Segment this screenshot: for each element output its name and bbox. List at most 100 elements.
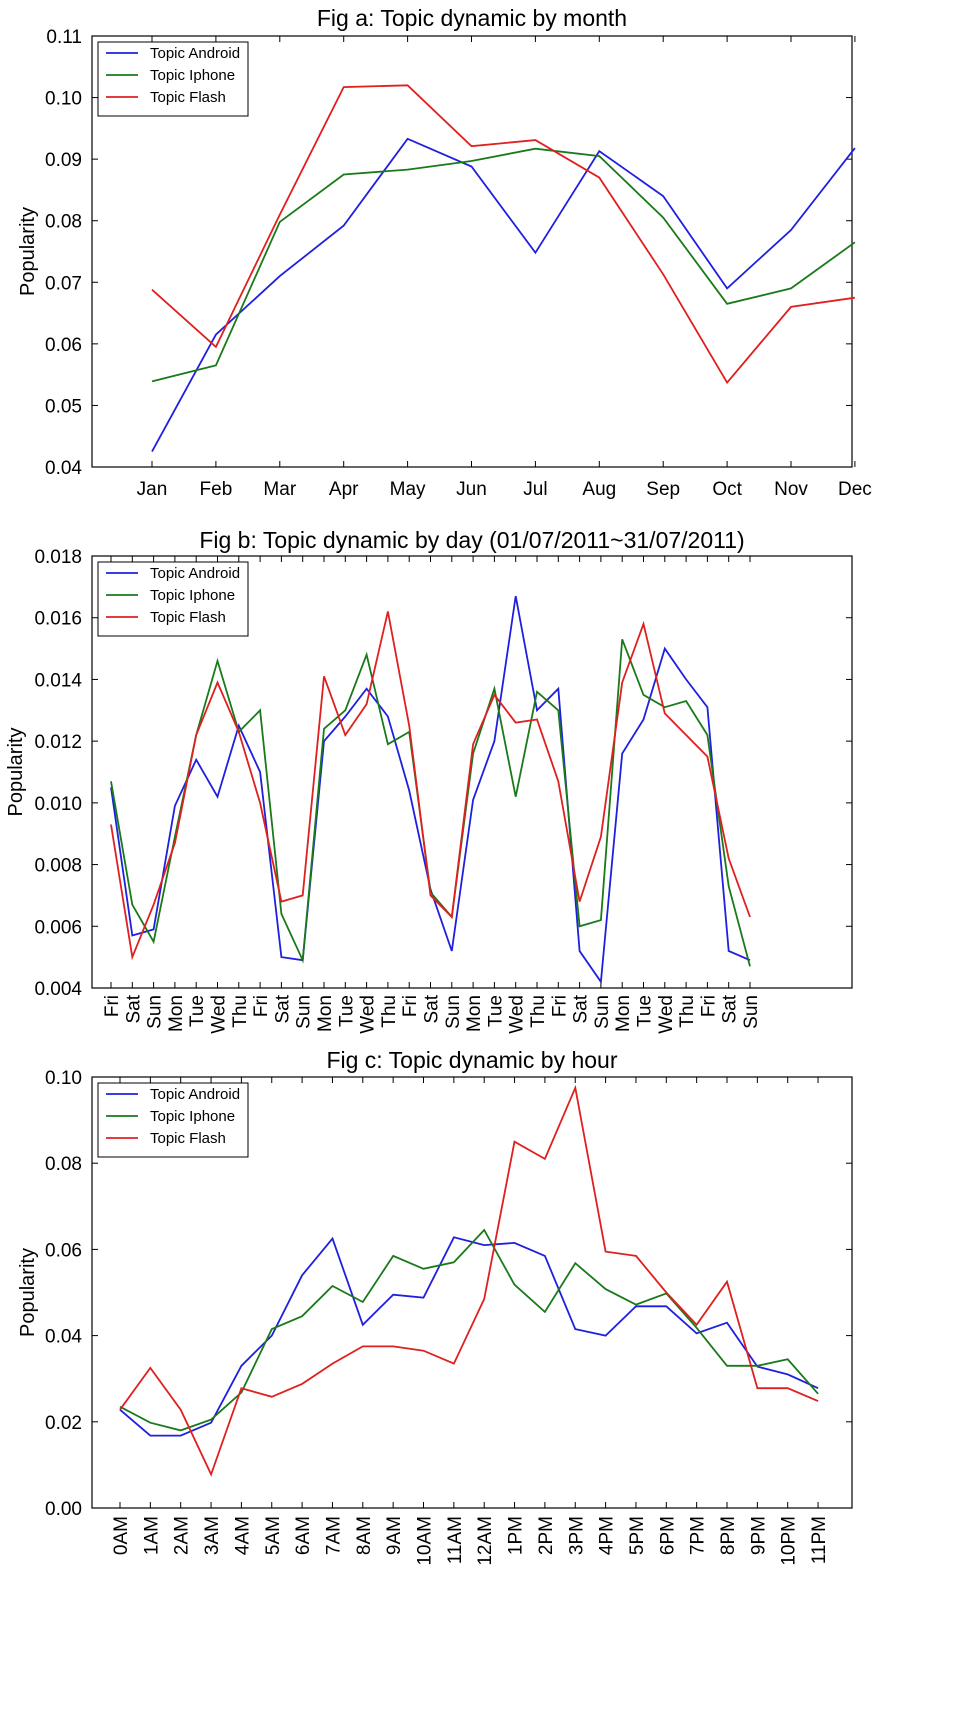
x-tick-label: Thu: [677, 995, 698, 1028]
legend-label-android: Topic Android: [150, 565, 240, 582]
y-axis-label: Popularity: [17, 207, 39, 296]
x-tick-label: 1AM: [141, 1516, 162, 1555]
x-tick-label: Thu: [528, 995, 549, 1028]
y-tick-label: 0.07: [45, 273, 82, 294]
y-tick-label: 0.10: [45, 89, 82, 110]
y-tick-label: 0.012: [34, 732, 82, 753]
series-line-iphone: [119, 1228, 819, 1432]
y-tick-label: 0.11: [46, 27, 82, 48]
series-line-iphone: [151, 147, 856, 383]
x-tick-label: 10AM: [415, 1516, 436, 1566]
x-tick-label: 4AM: [232, 1516, 253, 1555]
y-tick-label: 0.10: [45, 1068, 82, 1089]
x-tick-label: Fri: [698, 995, 719, 1017]
x-tick-label: Sat: [422, 994, 443, 1023]
x-tick-label: 11AM: [445, 1516, 466, 1564]
series-line-flash: [119, 1084, 819, 1477]
x-tick-label: 6AM: [293, 1516, 314, 1555]
x-tick-label: 8AM: [354, 1516, 375, 1555]
x-tick-label: Thu: [379, 995, 400, 1028]
x-tick-label: Jul: [523, 479, 547, 500]
x-tick-label: Wed: [507, 995, 528, 1034]
series-line-android: [119, 1236, 819, 1437]
x-tick-label: Fri: [400, 995, 421, 1017]
legend-label-flash: Topic Flash: [150, 609, 226, 626]
chart-title: Fig a: Topic dynamic by month: [317, 5, 627, 31]
series-line-flash: [151, 84, 856, 385]
legend-label-android: Topic Android: [150, 1086, 240, 1103]
x-tick-label: Oct: [712, 479, 742, 500]
x-tick-label: Fri: [102, 995, 123, 1017]
x-tick-label: 5PM: [627, 1516, 648, 1555]
x-tick-label: 3PM: [566, 1516, 587, 1555]
y-tick-label: 0.006: [34, 917, 82, 938]
y-tick-label: 0.08: [45, 1154, 82, 1175]
y-tick-label: 0.02: [45, 1413, 82, 1434]
plot-frame: [91, 1076, 853, 1509]
series-line-android: [151, 137, 856, 453]
x-tick-label: Sun: [592, 995, 613, 1029]
y-tick-label: 0.06: [45, 335, 82, 356]
x-tick-label: Aug: [582, 479, 616, 500]
x-tick-label: 4PM: [597, 1516, 618, 1555]
x-tick-label: Sat: [272, 994, 293, 1023]
y-tick-label: 0.008: [34, 856, 82, 877]
chart-panel-3: Fig c: Topic dynamic by hour 0.00 0.02 0.04…: [17, 1047, 853, 1566]
x-tick-label: 10PM: [779, 1516, 800, 1566]
x-tick-label: Feb: [200, 479, 233, 500]
x-tick-label: Tue: [336, 995, 357, 1027]
chart-title: Fig c: Topic dynamic by hour: [326, 1047, 617, 1073]
y-tick-label: 0.018: [34, 547, 82, 568]
x-tick-label: 12AM: [475, 1516, 496, 1566]
x-tick-label: Sun: [294, 995, 315, 1029]
y-tick-label: 0.014: [34, 670, 82, 691]
legend-label-flash: Topic Flash: [150, 1130, 226, 1147]
y-axis-label: Popularity: [5, 728, 27, 817]
x-tick-label: Mon: [166, 995, 187, 1032]
legend-box: [97, 41, 249, 117]
y-tick-label: 0.04: [45, 1327, 82, 1348]
x-tick-label: Fri: [251, 995, 272, 1017]
x-tick-label: 9PM: [748, 1516, 769, 1555]
series-line-flash: [110, 611, 751, 961]
x-tick-label: Sun: [741, 995, 762, 1029]
x-tick-label: Tue: [635, 995, 656, 1027]
x-tick-label: Mon: [315, 995, 336, 1032]
x-tick-label: Dec: [838, 479, 872, 500]
legend-label-iphone: Topic Iphone: [150, 587, 235, 604]
x-tick-label: Mon: [464, 995, 485, 1032]
x-tick-label: 7AM: [323, 1516, 344, 1555]
legend-box: [97, 561, 249, 637]
x-tick-label: 2PM: [536, 1516, 557, 1555]
x-tick-label: 11PM: [809, 1516, 830, 1564]
x-tick-label: Mar: [263, 479, 296, 500]
x-tick-label: Sun: [145, 995, 166, 1029]
x-tick-label: 2AM: [172, 1516, 193, 1555]
y-tick-label: 0.010: [34, 794, 82, 815]
x-tick-label: 9AM: [384, 1516, 405, 1555]
x-tick-label: Sat: [123, 994, 144, 1023]
x-tick-label: Mon: [613, 995, 634, 1032]
x-tick-label: 0AM: [111, 1516, 132, 1555]
x-tick-label: Sep: [646, 479, 680, 500]
series-line-iphone: [110, 638, 751, 967]
x-tick-label: Nov: [774, 479, 808, 500]
x-tick-label: 1PM: [506, 1516, 527, 1555]
x-tick-label: Sat: [571, 994, 592, 1023]
x-tick-label: 3AM: [202, 1516, 223, 1555]
legend-label-flash: Topic Flash: [150, 89, 226, 106]
y-tick-label: 0.04: [45, 458, 82, 479]
x-tick-label: Wed: [209, 995, 230, 1034]
chart-panel-2: Fig b: Topic dynamic by day (01/07/2011~…: [5, 527, 853, 1034]
y-tick-label: 0.00: [45, 1499, 82, 1520]
chart-panel-1: Fig a: Topic dynamic by month 0.04 0.05 0.0…: [17, 5, 872, 500]
x-tick-label: Jan: [137, 479, 168, 500]
legend-label-android: Topic Android: [150, 45, 240, 62]
x-tick-label: 8PM: [718, 1516, 739, 1555]
chart-title: Fig b: Topic dynamic by day (01/07/2011~…: [199, 527, 744, 553]
legend-box: [97, 1082, 249, 1158]
x-tick-label: 6PM: [657, 1516, 678, 1555]
legend-label-iphone: Topic Iphone: [150, 67, 235, 84]
x-tick-label: Tue: [187, 995, 208, 1027]
